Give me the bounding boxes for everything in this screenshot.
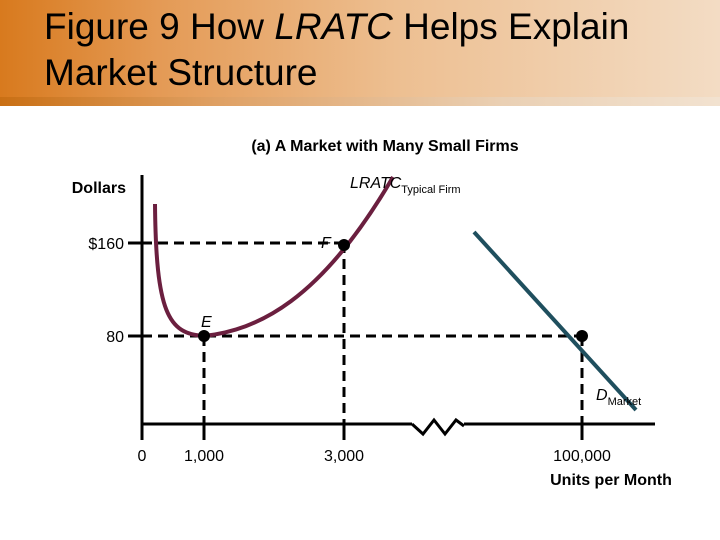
title-italic: LRATC <box>274 6 393 47</box>
point-label-f: F <box>321 235 332 252</box>
axis-break-icon <box>410 417 465 437</box>
point-f-marker <box>338 239 350 251</box>
x-tick-label-1000: 1,000 <box>184 448 224 465</box>
y-axis-label: Dollars <box>72 180 126 197</box>
slide-title: Figure 9 How LRATC Helps Explain Market S… <box>44 4 704 96</box>
chart-title: (a) A Market with Many Small Firms <box>251 138 518 155</box>
point-label-e: E <box>201 314 212 331</box>
title-band <box>0 0 720 104</box>
lratc-curve <box>153 175 395 339</box>
demand-label-sub: Market <box>608 396 642 408</box>
demand-line <box>472 230 638 412</box>
title-rule <box>0 97 720 106</box>
demand-label: DMarket <box>596 387 641 408</box>
demand-label-main: D <box>596 387 608 404</box>
lratc-label-sub: Typical Firm <box>401 184 460 196</box>
y-tick-label-80: 80 <box>106 329 124 346</box>
lratc-label: LRATCTypical Firm <box>350 175 461 196</box>
point-e-marker <box>198 330 210 342</box>
x-axis-label: Units per Month <box>550 472 672 489</box>
title-line2: Market Structure <box>44 52 318 93</box>
point-demand-marker <box>576 330 588 342</box>
x-tick-label-100000: 100,000 <box>553 448 611 465</box>
title-suffix: Helps Explain <box>392 6 630 47</box>
title-prefix: Figure 9 How <box>44 6 275 47</box>
lratc-label-main: LRATC <box>350 175 402 192</box>
x-tick-label-3000: 3,000 <box>324 448 364 465</box>
x-tick-label-0: 0 <box>138 448 147 465</box>
y-tick-label-160: $160 <box>88 236 124 253</box>
